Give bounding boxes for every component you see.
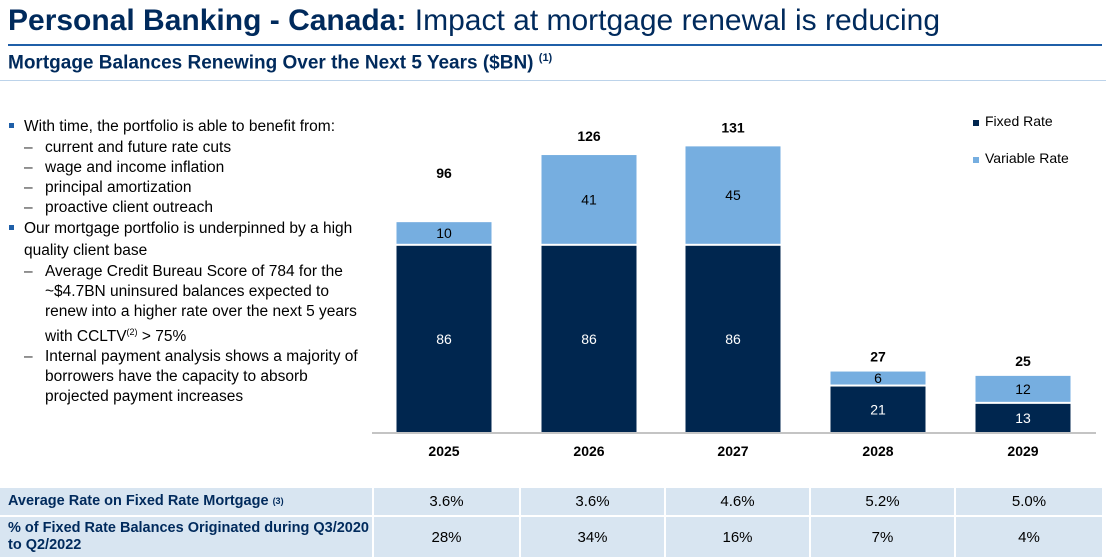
bullet-item: With time, the portfolio is able to bene… [8,116,368,138]
legend: Fixed Rate Variable Rate [973,113,1069,166]
row-label-text: % of Fixed Rate Balances Originated duri… [8,520,369,553]
label-total-2029: 25 [1015,353,1031,369]
table-cell: 34% [521,517,664,557]
label-variable-2029: 12 [1015,381,1031,397]
table-cell: 3.6% [374,488,519,515]
sub-bullet-item: Internal payment analysis shows a majori… [8,347,368,407]
bullet-text: Our mortgage portfolio is underpinned by… [24,220,353,259]
bar-variable-2026 [541,155,637,244]
bar-fixed-2027 [685,245,781,432]
legend-label-0: Fixed Rate [985,113,1053,129]
label-total-2028: 27 [870,349,886,365]
table-cell: 4% [956,517,1102,557]
table-cell: 7% [811,517,954,557]
label-variable-2028: 6 [874,370,882,386]
sub-bullet-item: wage and income inflation [8,158,368,178]
bar-fixed-2029 [975,403,1071,432]
label-fixed-2029: 13 [1015,410,1031,426]
row-label: % of Fixed Rate Balances Originated duri… [0,517,372,557]
sub-bullet-text: Average Credit Bureau Score of 784 for t… [45,263,357,346]
x-tick-label-2028: 2028 [862,443,893,459]
x-tick-label-2029: 2029 [1007,443,1038,459]
chart-subtitle-text: Mortgage Balances Renewing Over the Next… [8,52,534,74]
label-fixed-2028: 21 [870,401,886,417]
subtitle-divider [0,80,1106,81]
bullet-text: With time, the portfolio is able to bene… [24,118,335,135]
bar-variable-2027 [685,146,781,244]
table-row: Average Rate on Fixed Rate Mortgage (3) … [0,488,1106,515]
bars-group: 86 10 96 2025 86 41 126 2026 86 45 131 2027 21 6 27 202… [396,119,1071,459]
chart-subtitle-footnote: (1) [538,52,553,64]
sub-bullet-item: principal amortization [8,178,368,198]
label-total-2025: 96 [436,165,452,181]
legend-swatch-0 [973,120,979,126]
x-tick-label-2025: 2025 [428,443,459,459]
sub-bullet-item: current and future rate cuts [8,138,368,158]
label-total-2027: 131 [721,119,745,135]
label-total-2026: 126 [577,128,601,144]
page-title: Personal Banking - Canada: Impact at mor… [8,4,940,38]
legend-label-1: Variable Rate [985,150,1069,166]
table-row: % of Fixed Rate Balances Originated duri… [0,517,1106,557]
bar-fixed-2028 [830,386,926,432]
bar-variable-2025 [396,222,492,244]
label-fixed-2027: 86 [725,331,741,347]
row-label-footnote: (3) [272,496,284,506]
page-title-bold: Personal Banking - Canada: [8,4,407,37]
table-cell: 16% [666,517,809,557]
bar-variable-2028 [830,371,926,385]
sub-bullet-text-end: > 75% [137,328,187,346]
table-cell: 4.6% [666,488,809,515]
label-variable-2026: 41 [581,191,597,207]
label-fixed-2025: 86 [436,331,452,347]
row-label: Average Rate on Fixed Rate Mortgage (3) [0,488,372,515]
title-divider [8,44,1102,46]
bullet-list: With time, the portfolio is able to bene… [8,116,368,407]
table-cell: 28% [374,517,519,557]
table-cell: 5.0% [956,488,1102,515]
row-label-text: Average Rate on Fixed Rate Mortgage [8,493,269,509]
page-title-rest: Impact at mortgage renewal is reducing [406,4,941,37]
chart-subtitle: Mortgage Balances Renewing Over the Next… [8,52,552,74]
sub-bullet-footnote: (2) [126,327,138,337]
legend-swatch-1 [973,157,979,163]
label-variable-2027: 45 [725,187,741,203]
label-variable-2025: 10 [436,225,452,241]
sub-bullet-item: proactive client outreach [8,198,368,218]
table-cell: 5.2% [811,488,954,515]
label-fixed-2026: 86 [581,331,597,347]
bar-fixed-2026 [541,245,637,432]
stacked-bar-chart: 86 10 96 2025 86 41 126 2026 86 45 131 2027 21 6 27 202… [372,113,1096,459]
table-cell: 3.6% [521,488,664,515]
x-tick-label-2026: 2026 [573,443,604,459]
bar-variable-2029 [975,375,1071,402]
bar-fixed-2025 [396,245,492,432]
bullet-item: Our mortgage portfolio is underpinned by… [8,218,368,262]
x-tick-label-2027: 2027 [717,443,748,459]
sub-bullet-item: Average Credit Bureau Score of 784 for t… [8,262,368,347]
